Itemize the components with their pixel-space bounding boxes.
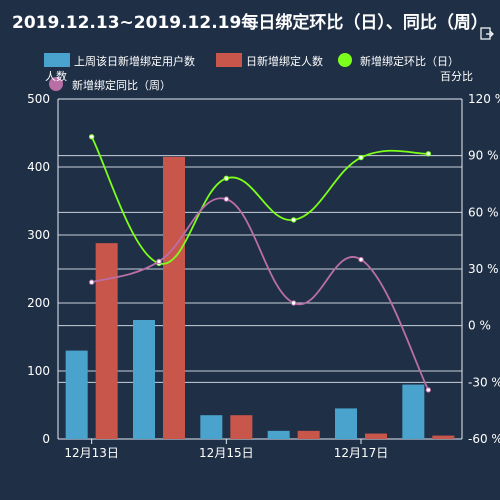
legend-label-wow[interactable]: 新增绑定同比（周） xyxy=(72,78,171,92)
bar-0-2 xyxy=(200,415,223,439)
bar-1-5 xyxy=(432,435,455,439)
line-point-1-1 xyxy=(156,258,162,265)
line-point-1-0 xyxy=(88,279,95,285)
left-tick-label: 500 xyxy=(27,92,50,106)
x-tick-label: 12月15日 xyxy=(199,446,254,460)
bar-0-0 xyxy=(65,350,88,439)
left-tick-label: 300 xyxy=(27,228,50,242)
lines xyxy=(88,134,432,393)
bar-0-5 xyxy=(402,384,425,439)
export-icon[interactable] xyxy=(480,26,494,40)
legend-label-daily-new[interactable]: 日新增绑定人数 xyxy=(246,54,323,68)
bar-0-3 xyxy=(267,430,290,439)
left-axis-label: 人数 xyxy=(45,70,67,83)
x-tick-label: 12月17日 xyxy=(334,446,389,460)
left-tick-label: 100 xyxy=(27,364,50,378)
legend-swatch-last-week[interactable] xyxy=(44,53,70,67)
bar-1-3 xyxy=(297,430,320,439)
right-tick-label: -30 % xyxy=(468,375,500,389)
bar-1-2 xyxy=(230,415,253,439)
bar-0-1 xyxy=(133,320,155,439)
legend-swatch-daily-new[interactable] xyxy=(216,53,242,67)
line-point-1-5 xyxy=(425,387,432,393)
line-point-1-2 xyxy=(223,196,230,202)
bar-1-1 xyxy=(163,156,185,440)
legend-label-last-week[interactable]: 上周该日新增绑定用户数 xyxy=(74,54,195,68)
right-tick-label: 0 % xyxy=(468,319,491,333)
right-tick-label: 120 % xyxy=(468,92,500,106)
right-axis-label: 百分比 xyxy=(440,70,473,83)
legend-swatch-wow[interactable] xyxy=(49,77,63,91)
x-tick-label: 12月13日 xyxy=(64,446,119,460)
line-point-0-5 xyxy=(425,151,432,157)
line-point-1-4 xyxy=(358,256,364,263)
ticks: 0 100 200 300 400 500 -60 % -30 % 0 % 30 % 60 % 90 … xyxy=(27,92,500,460)
line-point-0-4 xyxy=(358,154,364,161)
legend-label-dod[interactable]: 新增绑定环比（日） xyxy=(360,54,459,68)
bar-1-4 xyxy=(365,433,387,439)
bar-0-4 xyxy=(335,408,357,439)
right-tick-label: -60 % xyxy=(468,432,500,446)
bar-1-0 xyxy=(95,243,118,439)
right-tick-label: 90 % xyxy=(468,149,499,163)
legend: 上周该日新增绑定用户数 日新增绑定人数 新增绑定环比（日） 新增绑定同比（周） xyxy=(44,53,459,92)
right-tick-label: 60 % xyxy=(468,205,499,219)
grid xyxy=(57,98,463,440)
line-point-0-2 xyxy=(223,175,230,182)
chart-title: 2019.12.13~2019.12.19每日绑定环比（日）、同比（周） xyxy=(12,13,488,33)
left-tick-label: 400 xyxy=(27,160,50,174)
line-point-0-0 xyxy=(88,134,95,140)
left-tick-label: 0 xyxy=(42,432,50,446)
legend-swatch-dod[interactable] xyxy=(338,53,352,67)
left-tick-label: 200 xyxy=(27,296,50,310)
line-point-1-3 xyxy=(290,300,297,306)
bars xyxy=(65,156,455,440)
line-point-0-3 xyxy=(290,217,297,223)
right-tick-label: 30 % xyxy=(468,262,499,276)
